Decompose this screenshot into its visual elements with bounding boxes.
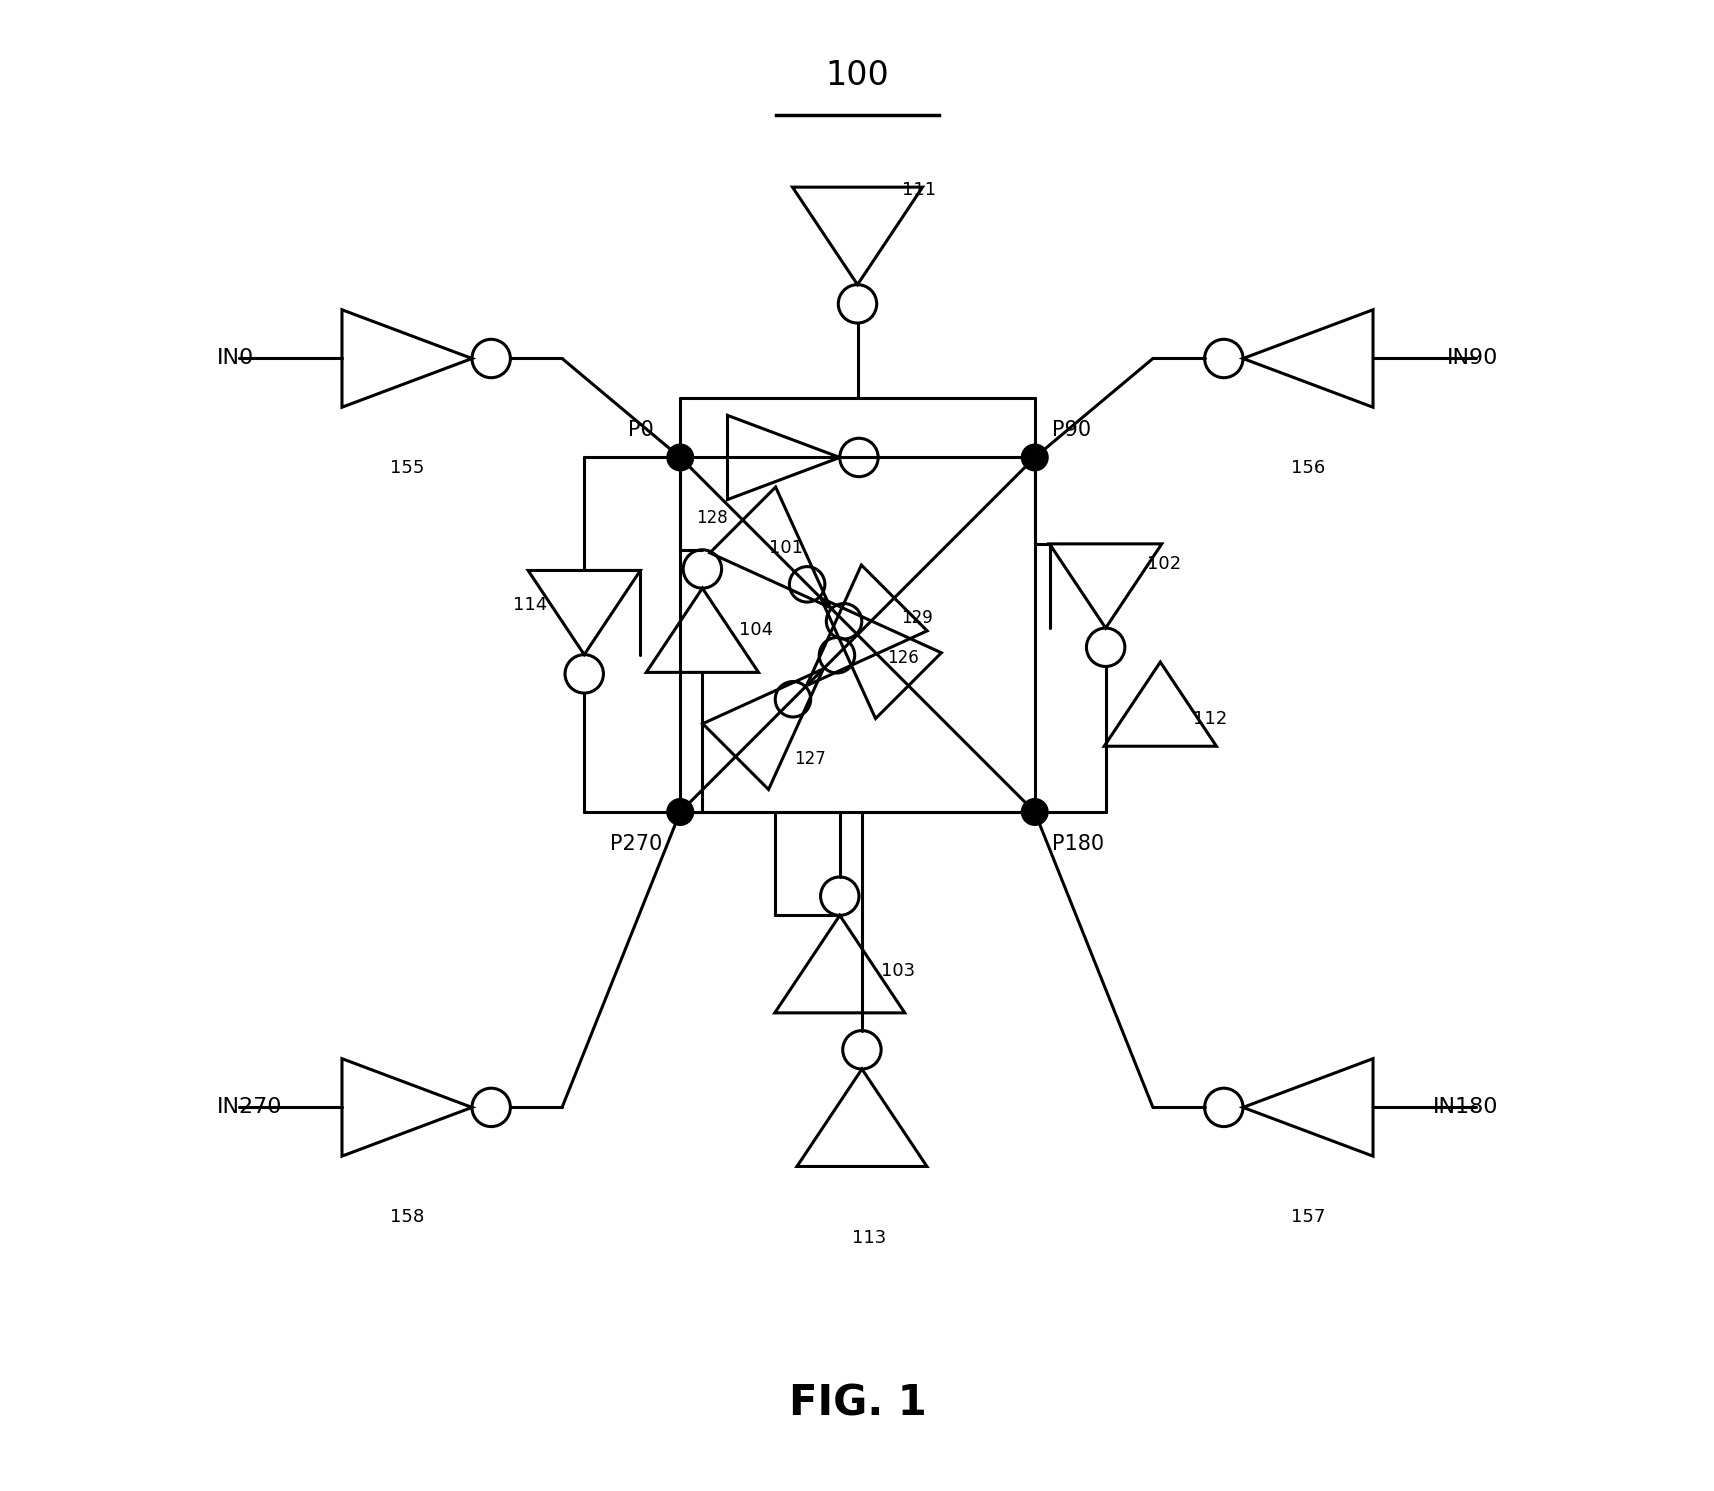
Text: 113: 113 <box>852 1229 886 1246</box>
Text: 156: 156 <box>1291 459 1325 477</box>
Text: FIG. 1: FIG. 1 <box>788 1384 926 1425</box>
Text: 155: 155 <box>389 459 423 477</box>
Circle shape <box>1022 799 1047 825</box>
Text: 128: 128 <box>696 508 727 526</box>
Circle shape <box>667 799 692 825</box>
Text: IN270: IN270 <box>216 1097 281 1117</box>
Text: 127: 127 <box>794 750 826 768</box>
Text: 126: 126 <box>886 649 919 666</box>
Text: 114: 114 <box>512 596 547 614</box>
Text: 157: 157 <box>1291 1208 1325 1226</box>
Text: IN180: IN180 <box>1433 1097 1498 1117</box>
Circle shape <box>667 444 692 471</box>
Text: 103: 103 <box>881 963 915 981</box>
Text: P180: P180 <box>1052 833 1104 854</box>
Text: P270: P270 <box>610 833 662 854</box>
Text: 102: 102 <box>1147 555 1181 573</box>
Text: 111: 111 <box>902 180 936 198</box>
Text: 100: 100 <box>824 58 890 91</box>
Circle shape <box>1022 444 1047 471</box>
Text: IN90: IN90 <box>1447 349 1498 368</box>
Text: IN0: IN0 <box>216 349 254 368</box>
Text: 101: 101 <box>768 538 802 556</box>
Text: 129: 129 <box>902 608 932 628</box>
Text: 112: 112 <box>1193 710 1226 728</box>
Text: P90: P90 <box>1052 420 1092 440</box>
Text: 104: 104 <box>739 622 773 640</box>
Text: 158: 158 <box>389 1208 423 1226</box>
Text: P0: P0 <box>627 420 653 440</box>
